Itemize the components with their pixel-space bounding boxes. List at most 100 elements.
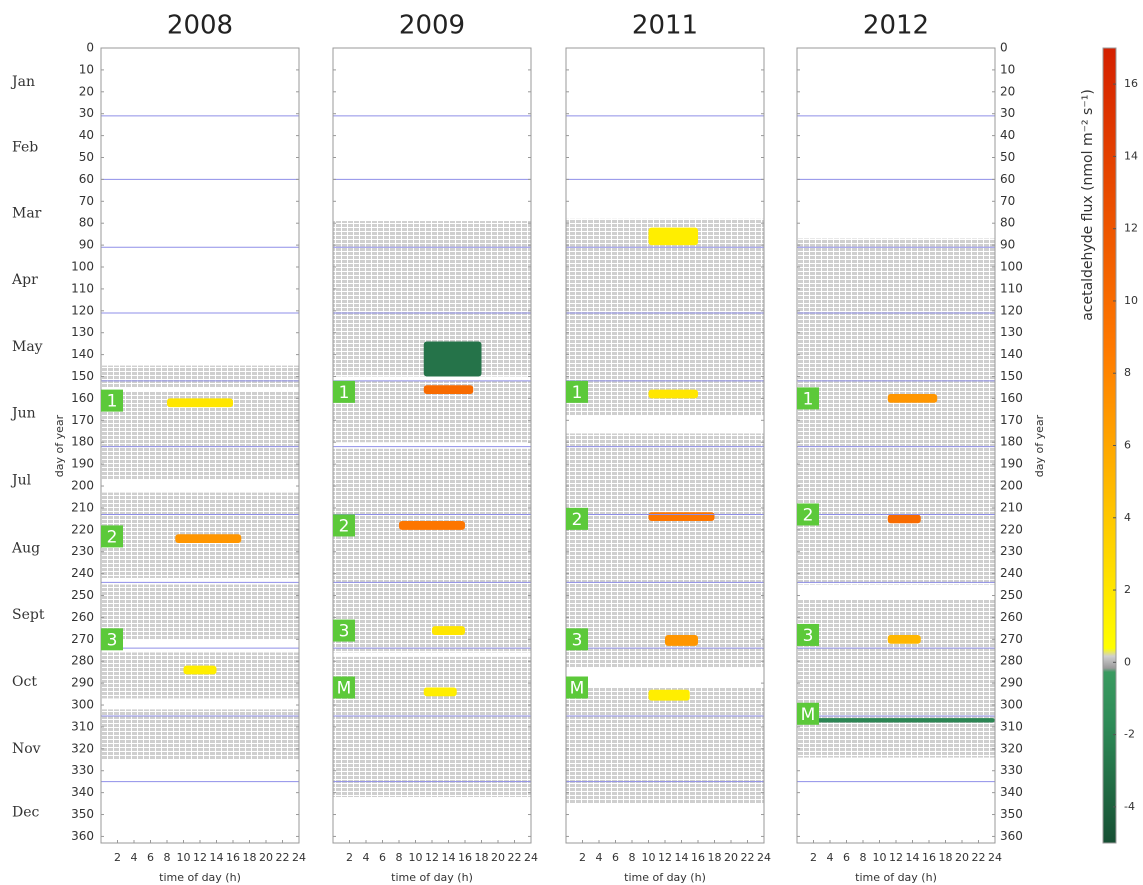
flux-hotspot [887, 394, 938, 403]
y-tick-label: 50 [79, 150, 94, 164]
event-box [797, 623, 819, 646]
y-tick-label: 350 [1000, 807, 1023, 821]
y-tick-label: 90 [79, 238, 94, 252]
panel-title: 2011 [632, 11, 698, 41]
event-box [101, 628, 123, 651]
y-tick-label: 100 [71, 260, 94, 274]
x-tick-label: 16 [458, 851, 472, 864]
event-label: M [337, 679, 352, 699]
x-tick-label: 2 [810, 851, 817, 864]
x-tick-label: 2 [346, 851, 353, 864]
colorbar-tick-label: -2 [1124, 728, 1135, 741]
x-axis-label: time of day (h) [391, 871, 473, 884]
y-tick-label: 240 [71, 566, 94, 580]
y-tick-label: 350 [71, 807, 94, 821]
event-box [333, 514, 355, 537]
x-tick-label: 16 [922, 851, 936, 864]
event-box [566, 676, 588, 699]
y-tick-label: 140 [1000, 347, 1023, 361]
x-tick-label: 2 [114, 851, 121, 864]
x-tick-label: 24 [988, 851, 1002, 864]
event-box [566, 628, 588, 651]
x-tick-label: 20 [491, 851, 505, 864]
event-box [333, 380, 355, 403]
x-tick-label: 22 [508, 851, 522, 864]
event-label: M [570, 679, 585, 699]
event-label: 2 [572, 510, 583, 530]
y-tick-label: 300 [71, 698, 94, 712]
event-box [797, 702, 819, 725]
y-tick-label: 50 [1000, 150, 1015, 164]
y-tick-label: 20 [1000, 84, 1015, 98]
event-label: M [801, 705, 816, 725]
y-tick-label: 30 [1000, 106, 1015, 120]
y-tick-label: 260 [1000, 610, 1023, 624]
month-label: Dec [12, 804, 40, 820]
colorbar-tick-label: 4 [1124, 511, 1131, 524]
y-tick-label: 320 [1000, 741, 1023, 755]
month-label: Jul [10, 473, 32, 489]
y-tick-label: 280 [1000, 654, 1023, 668]
x-tick-label: 6 [379, 851, 386, 864]
x-tick-label: 8 [860, 851, 867, 864]
flux-hotspot [423, 385, 474, 395]
x-axis-label: time of day (h) [855, 871, 937, 884]
event-box [566, 507, 588, 530]
colorbar-tick-label: 0 [1124, 655, 1131, 668]
y-tick-label: 0 [1000, 41, 1008, 55]
y-tick-label: 190 [71, 457, 94, 471]
event-label: 1 [803, 389, 814, 409]
x-axis-label: time of day (h) [159, 871, 241, 884]
y-tick-label: 270 [71, 632, 94, 646]
event-box [566, 380, 588, 403]
y-tick-label: 200 [71, 479, 94, 493]
colorbar-tick-label: 10 [1124, 294, 1138, 307]
data-coverage [333, 448, 531, 653]
y-tick-label: 40 [1000, 128, 1015, 142]
x-tick-label: 16 [691, 851, 705, 864]
event-box [333, 619, 355, 642]
x-tick-label: 12 [425, 851, 439, 864]
y-tick-label: 120 [71, 303, 94, 317]
y-tick-label: 330 [1000, 763, 1023, 777]
y-tick-label: 60 [1000, 172, 1015, 186]
month-label: Sept [12, 607, 45, 623]
data-coverage [101, 652, 299, 699]
y-tick-label: 220 [1000, 522, 1023, 536]
y-tick-label: 70 [1000, 194, 1015, 208]
x-tick-label: 10 [642, 851, 656, 864]
month-label: Nov [12, 741, 41, 757]
data-coverage [566, 687, 764, 804]
x-tick-label: 18 [475, 851, 489, 864]
y-tick-label: 10 [79, 62, 94, 76]
flux-hotspot [423, 687, 457, 697]
panel-title: 2012 [863, 11, 929, 41]
y-tick-label: 20 [79, 84, 94, 98]
month-label: Oct [12, 674, 37, 690]
event-label: 3 [803, 626, 814, 646]
month-label: May [12, 339, 43, 355]
x-tick-label: 14 [906, 851, 920, 864]
y-tick-label: 160 [1000, 391, 1023, 405]
x-tick-label: 4 [131, 851, 138, 864]
x-tick-label: 24 [524, 851, 538, 864]
y-tick-label: 170 [71, 413, 94, 427]
colorbar-tick-label: -4 [1124, 800, 1135, 813]
x-tick-label: 12 [658, 851, 672, 864]
y-tick-label: 130 [71, 325, 94, 339]
panel-title: 2009 [399, 11, 465, 41]
data-coverage [101, 709, 299, 760]
y-tick-label: 150 [71, 369, 94, 383]
flux-hotspot [887, 634, 921, 644]
y-tick-label: 150 [1000, 369, 1023, 383]
x-tick-label: 4 [827, 851, 834, 864]
flux-hotspot [175, 534, 242, 543]
month-label: Aug [11, 540, 40, 556]
flux-hotspot [648, 389, 698, 399]
data-coverage [333, 656, 531, 798]
x-tick-label: 12 [193, 851, 207, 864]
event-label: 1 [107, 392, 118, 412]
y-tick-label: 160 [71, 391, 94, 405]
y-tick-label: 360 [71, 829, 94, 843]
x-tick-label: 20 [955, 851, 969, 864]
